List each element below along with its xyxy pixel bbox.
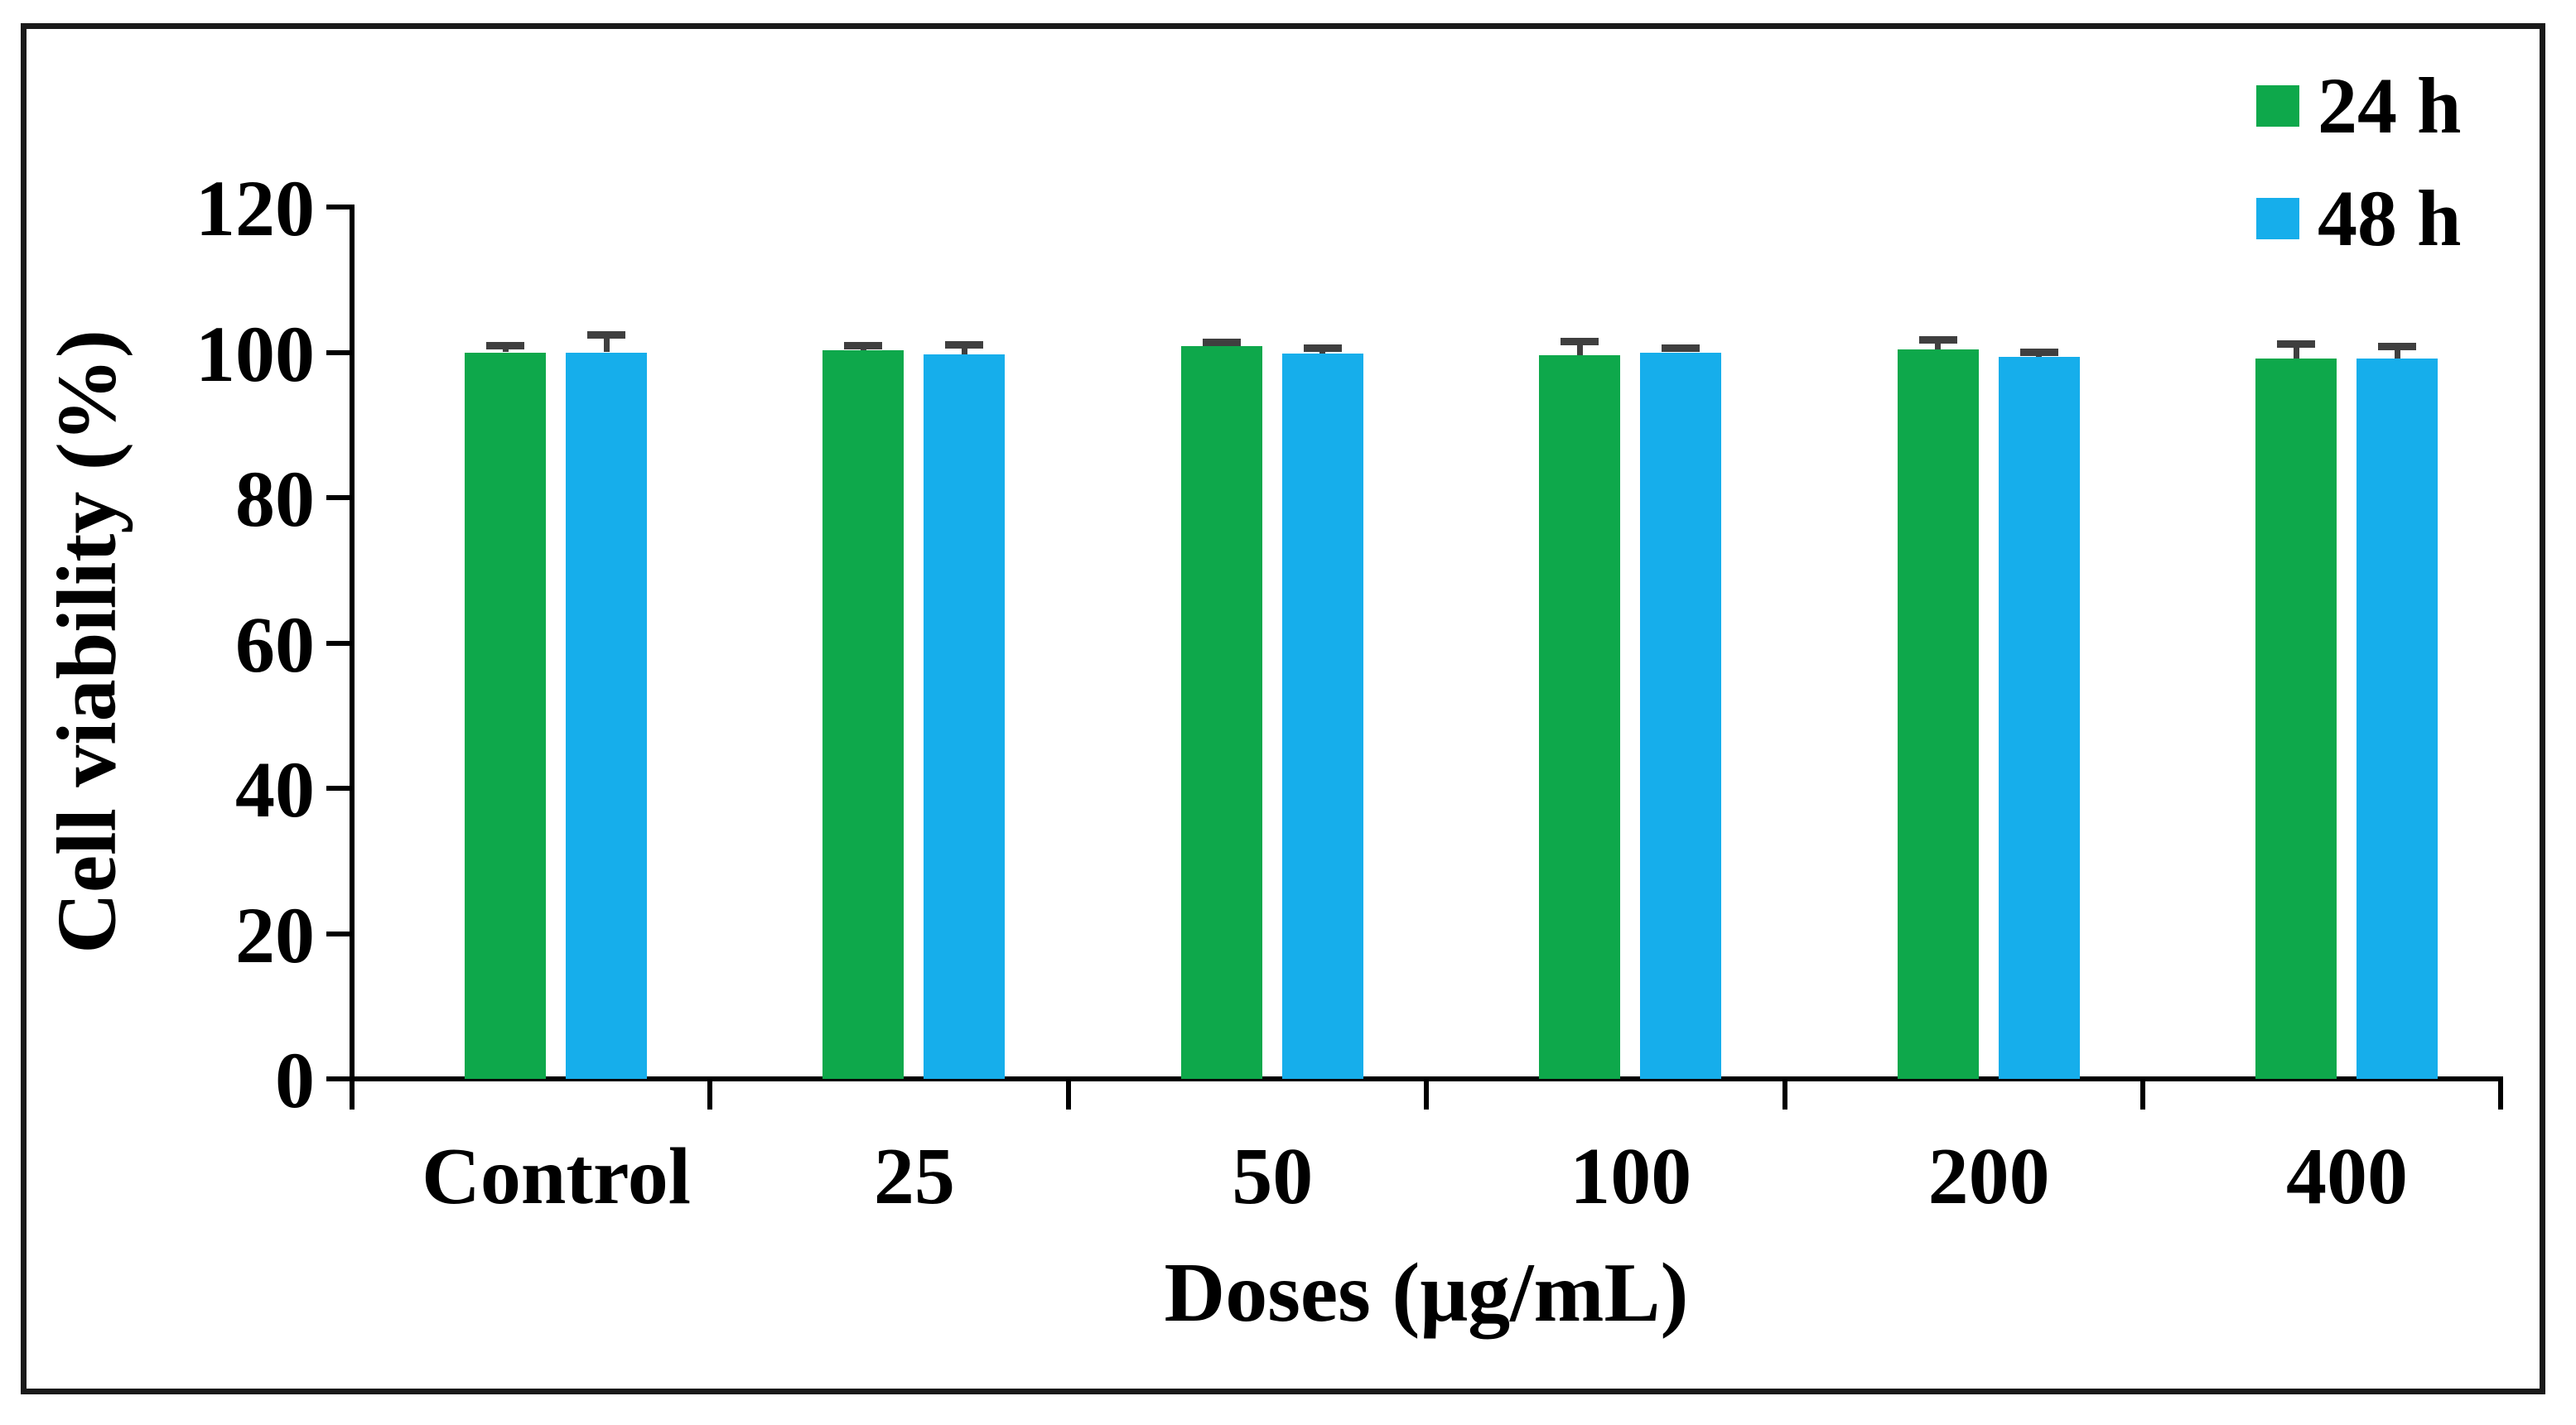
x-tick-label-200: 200	[1927, 1132, 2050, 1221]
x-tick	[2140, 1079, 2145, 1110]
y-tick-label: 100	[195, 309, 315, 398]
error-bar-cap	[1662, 344, 1700, 353]
error-bar-stem	[1576, 342, 1583, 355]
legend-label: 24 h	[2318, 61, 2462, 150]
error-bar-stem	[2293, 344, 2299, 359]
bar-48h-25	[924, 354, 1006, 1079]
bar-24h-50	[1180, 346, 1262, 1079]
y-tick-label: 120	[195, 164, 315, 253]
legend-label: 48 h	[2318, 174, 2462, 262]
x-tick-label-100: 100	[1570, 1132, 1692, 1221]
x-tick-label-50: 50	[1232, 1132, 1314, 1221]
error-bar-cap	[1202, 339, 1241, 347]
error-bar-cap	[486, 342, 524, 350]
y-tick-label: 20	[235, 890, 315, 980]
error-bar-cap	[1918, 336, 1957, 344]
error-bar-cap	[2277, 339, 2315, 348]
y-tick	[326, 205, 352, 209]
error-bar-stem	[2394, 347, 2400, 359]
error-bar-stem	[1935, 340, 1942, 349]
error-bar-cap	[2378, 343, 2416, 351]
x-tick-label-25: 25	[873, 1132, 955, 1221]
error-bar-cap	[1561, 338, 1599, 346]
bar-48h-200	[1998, 356, 2080, 1079]
legend-item-48h: 48 h	[2256, 179, 2461, 258]
bar-48h-400	[2357, 358, 2438, 1079]
error-bar-stem	[603, 335, 610, 353]
legend-swatch-icon	[2256, 198, 2299, 239]
error-bar-stem	[961, 344, 967, 355]
x-tick-label-Control: Control	[422, 1132, 691, 1221]
bar-48h-Control	[566, 352, 647, 1079]
bar-24h-Control	[465, 352, 546, 1079]
error-bar-cap	[945, 340, 984, 349]
y-tick	[326, 640, 352, 646]
y-tick-label: 80	[235, 455, 315, 543]
y-tick	[326, 786, 352, 791]
x-tick-label-400: 400	[2286, 1132, 2408, 1221]
error-bar-cap	[844, 341, 883, 349]
legend-item-24h: 24 h	[2256, 66, 2461, 146]
y-tick	[326, 1076, 352, 1081]
x-axis-title: Doses (μg/mL)	[1164, 1246, 1689, 1340]
error-bar-cap	[1303, 344, 1342, 353]
y-axis-line	[350, 205, 355, 1110]
bar-24h-200	[1897, 349, 1979, 1079]
y-tick	[326, 349, 352, 355]
bar-48h-50	[1281, 354, 1363, 1079]
bar-48h-100	[1640, 352, 1722, 1079]
error-bar-cap	[2019, 349, 2058, 357]
y-tick	[326, 931, 352, 936]
bar-24h-100	[1539, 355, 1621, 1079]
x-tick	[1424, 1079, 1430, 1110]
y-tick-label: 40	[235, 745, 315, 834]
y-axis-title: Cell viability (%)	[40, 330, 134, 954]
error-bar-cap	[587, 331, 625, 339]
x-tick	[707, 1079, 713, 1110]
x-tick	[1782, 1079, 1787, 1110]
bar-24h-400	[2255, 359, 2337, 1079]
x-tick	[1065, 1079, 1071, 1110]
bar-24h-25	[822, 349, 904, 1079]
x-tick	[2498, 1079, 2504, 1110]
legend: 24 h 48 h	[2256, 66, 2461, 291]
legend-swatch-icon	[2256, 85, 2299, 127]
y-tick-label: 60	[235, 599, 315, 689]
y-tick-label: 0	[275, 1036, 315, 1124]
y-tick	[326, 495, 352, 500]
